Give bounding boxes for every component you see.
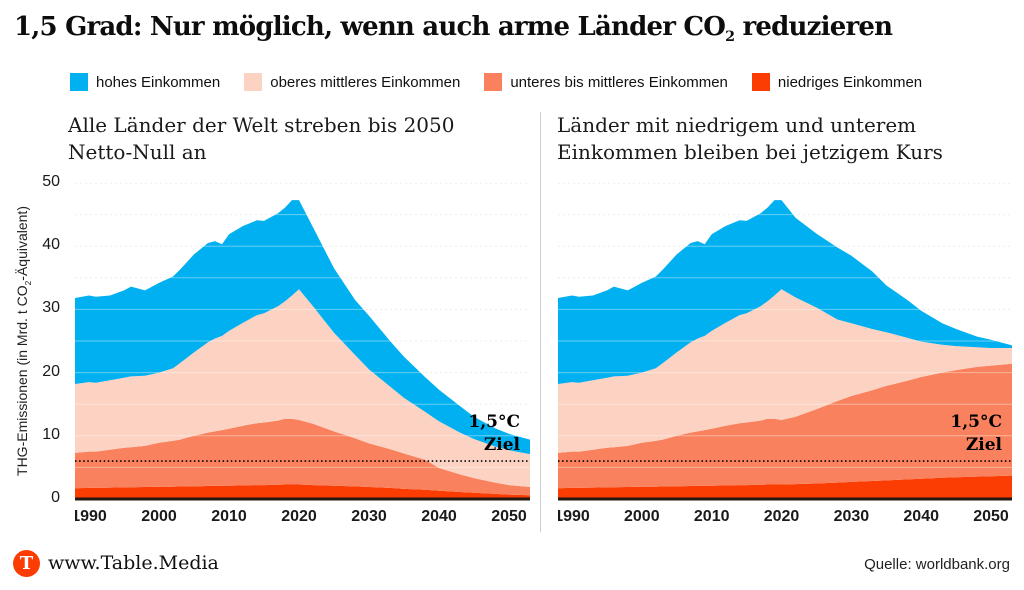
x-tick-label: 1990: [558, 508, 590, 525]
y-tick-label: 10: [42, 425, 60, 443]
area-band: [558, 475, 1012, 499]
source-credit: Quelle: worldbank.org: [864, 556, 1010, 573]
legend-swatch-icon: [484, 73, 503, 91]
right-target-label-line1: 1,5°C: [950, 412, 1002, 432]
area-band: [75, 484, 530, 499]
x-tick-label: 2050: [491, 508, 527, 525]
footer-site-link[interactable]: www.Table.Media: [48, 552, 219, 574]
panel-divider: [540, 112, 541, 532]
left-panel-title-line1: Alle Länder der Welt streben bis 2050: [68, 113, 455, 137]
legend-label: hohes Einkommen: [96, 73, 221, 91]
page-title-subscript: 2: [725, 29, 735, 46]
legend-swatch-icon: [751, 73, 770, 91]
x-tick-label: 2040: [903, 508, 939, 525]
x-tick-label: 2000: [624, 508, 660, 525]
y-tick-label: 0: [51, 489, 60, 506]
x-tick-label: 2020: [281, 508, 317, 525]
area-band: [75, 289, 530, 487]
legend-label: unteres bis mittleres Einkommen: [510, 73, 728, 91]
area-band: [558, 200, 1012, 384]
area-band: [558, 289, 1012, 453]
legend-swatch-icon: [70, 73, 88, 91]
page-title: 1,5 Grad: Nur möglich, wenn auch arme Lä…: [14, 12, 1014, 45]
legend-swatch-icon: [244, 73, 263, 91]
legend-label: oberes mittleres Einkommen: [270, 73, 461, 91]
page-title-suffix: reduzieren: [734, 12, 893, 42]
right-panel-title-line2: Einkommen bleiben bei jetzigem Kurs: [557, 140, 943, 164]
x-tick-label: 2010: [694, 508, 730, 525]
y-tick-label: 30: [42, 299, 60, 317]
y-axis-title: THG-Emissionen (in Mrd. t CO2-Äquivalent…: [14, 176, 34, 506]
page-title-text: 1,5 Grad: Nur möglich, wenn auch arme Lä…: [14, 12, 726, 42]
legend-item: unteres bis mittleres Einkommen: [484, 73, 728, 91]
left-target-label: 1,5°C Ziel: [380, 411, 520, 457]
legend-label: niedriges Einkommen: [777, 73, 923, 91]
x-tick-label: 1990: [75, 508, 107, 525]
legend-item: oberes mittleres Einkommen: [244, 73, 460, 91]
left-panel-title: Alle Länder der Welt streben bis 2050 Ne…: [68, 112, 454, 166]
y-axis-title-subscript: 2: [22, 280, 33, 286]
right-stacked-area-chart: 1990 2000 2010 2020 2030 2040 2050: [558, 183, 1012, 525]
x-tick-label: 2040: [421, 508, 457, 525]
legend: hohes Einkommen oberes mittleres Einkomme…: [70, 73, 922, 91]
y-tick-label: 50: [42, 173, 60, 190]
right-target-label-line2: Ziel: [965, 435, 1002, 455]
legend-item: niedriges Einkommen: [751, 73, 923, 91]
legend-item: hohes Einkommen: [70, 73, 220, 91]
x-tick-label: 2030: [834, 508, 870, 525]
y-tick-label: 20: [42, 362, 60, 380]
area-band: [75, 200, 530, 455]
right-panel-title-line1: Länder mit niedrigem und unterem: [557, 113, 917, 137]
y-tick-label: 40: [42, 236, 60, 254]
left-target-label-line2: Ziel: [483, 435, 520, 455]
left-stacked-area-chart: 1990 2000 2010 2020 2030 2040 2050: [75, 183, 530, 525]
x-tick-label: 2000: [141, 508, 177, 525]
area-band: [75, 418, 530, 496]
x-tick-label: 2010: [211, 508, 247, 525]
right-target-label: 1,5°C Ziel: [862, 411, 1002, 457]
x-tick-label: 2020: [764, 508, 800, 525]
x-tick-label: 2050: [973, 508, 1009, 525]
right-panel-title: Länder mit niedrigem und unterem Einkomm…: [557, 112, 943, 166]
table-media-logo-icon: T: [13, 550, 40, 577]
x-tick-label: 2030: [351, 508, 387, 525]
area-band: [558, 363, 1012, 489]
left-target-label-line1: 1,5°C: [468, 412, 520, 432]
left-panel-title-line2: Netto-Null an: [68, 140, 207, 164]
